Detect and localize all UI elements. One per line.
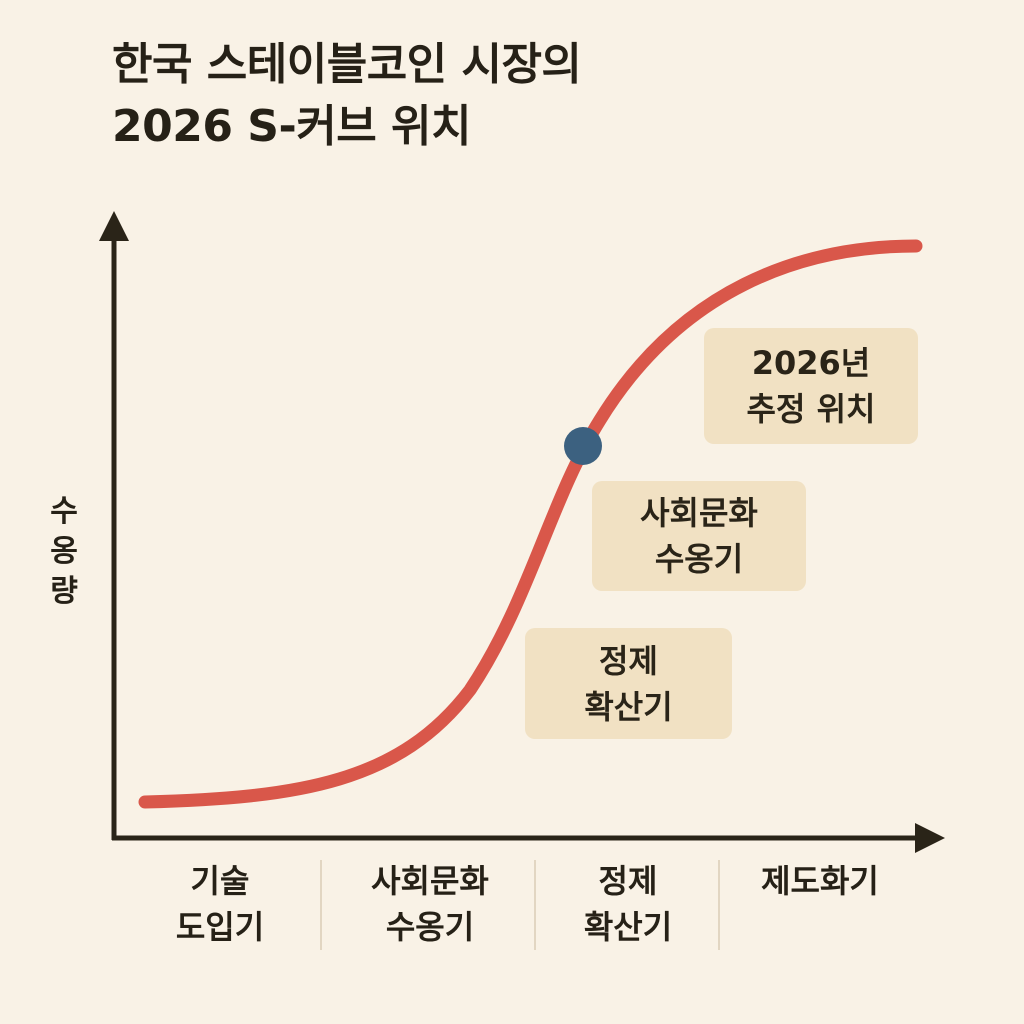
social-note-line-1: 사회문화: [640, 494, 758, 532]
position-2026-marker: [564, 427, 602, 465]
stage-3-line-1: 정제: [598, 862, 658, 900]
chart-title: 한국 스테이블코인 시장의 2026 S-커브 위치: [112, 34, 582, 158]
regulation-note-line-2: 확산기: [584, 687, 673, 726]
regulation-stage-note: 정제 확산기: [525, 628, 732, 739]
y-axis-label: 수 옹 량: [44, 492, 84, 612]
regulation-note-line-1: 정제: [599, 641, 658, 680]
stage-1-line-1: 기술: [190, 862, 250, 900]
stage-3-line-2: 확산기: [583, 908, 673, 946]
social-note-line-2: 수옹기: [654, 540, 744, 578]
stage-divider: [718, 860, 720, 950]
estimate-2026-note: 2026년 추정 위치: [704, 328, 918, 444]
estimate-note-line-1: 2026년: [751, 344, 871, 382]
stage-2-line-1: 사회문화: [371, 862, 489, 900]
stage-divider: [534, 860, 536, 950]
estimate-note-line-2: 추정 위치: [746, 390, 876, 428]
stage-label-institutionalization: 제도화기: [722, 858, 918, 904]
stage-2-line-2: 수옹기: [385, 908, 475, 946]
title-line-1: 한국 스테이블코인 시장의: [112, 39, 582, 90]
stage-label-tech-adoption: 기술 도입기: [130, 858, 310, 950]
stage-4-line-1: 제도화기: [761, 862, 879, 900]
social-stage-note: 사회문화 수옹기: [592, 481, 806, 591]
adoption-s-curve: [138, 239, 923, 809]
y-axis-label-char-2: 옹: [50, 534, 78, 569]
stage-label-regulation-diffusion: 정제 확산기: [540, 858, 716, 950]
y-axis-label-char-3: 량: [50, 574, 78, 609]
y-axis-label-char-1: 수: [50, 494, 78, 529]
stage-divider: [320, 860, 322, 950]
title-line-2: 2026 S-커브 위치: [112, 101, 471, 152]
stage-1-line-2: 도입기: [175, 908, 265, 946]
stage-label-social-acceptance: 사회문화 수옹기: [330, 858, 530, 950]
